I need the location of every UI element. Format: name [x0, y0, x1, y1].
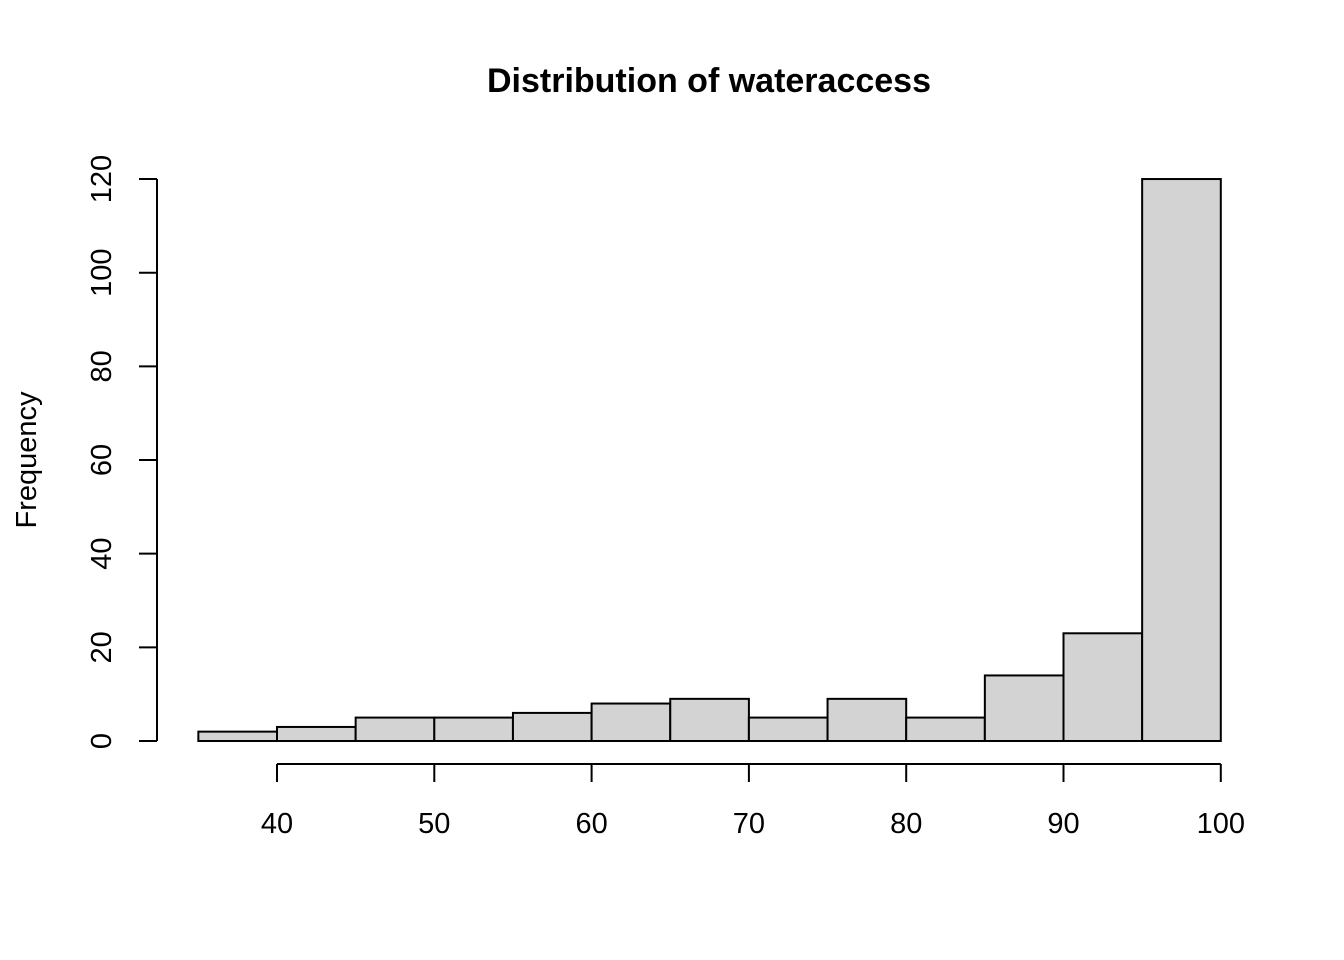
x-axis: 40 50 60 70 80 90 100	[261, 763, 1245, 840]
y-tick-label-5: 100	[86, 249, 118, 297]
x-tick-label-3: 70	[733, 808, 765, 840]
bars-group	[197, 178, 1222, 743]
y-tick-label-6: 120	[86, 155, 118, 203]
histogram-bar-5	[590, 702, 672, 743]
chart-title: Distribution of wateraccess	[487, 62, 931, 100]
histogram-bar-1	[276, 725, 357, 742]
histogram-bar-6	[669, 697, 750, 743]
histogram-bar-4	[511, 711, 593, 742]
histogram-bar-0	[197, 730, 279, 742]
x-tick-label-0: 40	[261, 808, 293, 840]
y-tick-label-4: 80	[86, 350, 118, 382]
x-tick-label-1: 50	[418, 808, 450, 840]
histogram-bar-2	[354, 716, 436, 743]
x-tick-label-4: 80	[890, 808, 922, 840]
y-tick-label-0: 0	[86, 733, 118, 749]
x-tick-label-5: 90	[1047, 808, 1079, 840]
histogram-bar-11	[1062, 632, 1144, 743]
histogram-bar-9	[905, 716, 986, 743]
histogram-bar-7	[747, 716, 829, 743]
histogram-bar-3	[433, 716, 514, 743]
y-tick-label-2: 40	[86, 538, 118, 570]
y-axis: 0 20 40 60 80 100 120	[86, 155, 158, 749]
histogram-bar-12	[1141, 178, 1222, 743]
y-tick-label-3: 60	[86, 444, 118, 476]
y-tick-label-1: 20	[86, 631, 118, 663]
x-tick-label-2: 60	[575, 808, 607, 840]
histogram-bar-8	[826, 697, 908, 743]
y-axis-label: Frequency	[11, 391, 43, 529]
x-tick-label-6: 100	[1197, 808, 1245, 840]
histogram-bar-10	[983, 674, 1065, 742]
